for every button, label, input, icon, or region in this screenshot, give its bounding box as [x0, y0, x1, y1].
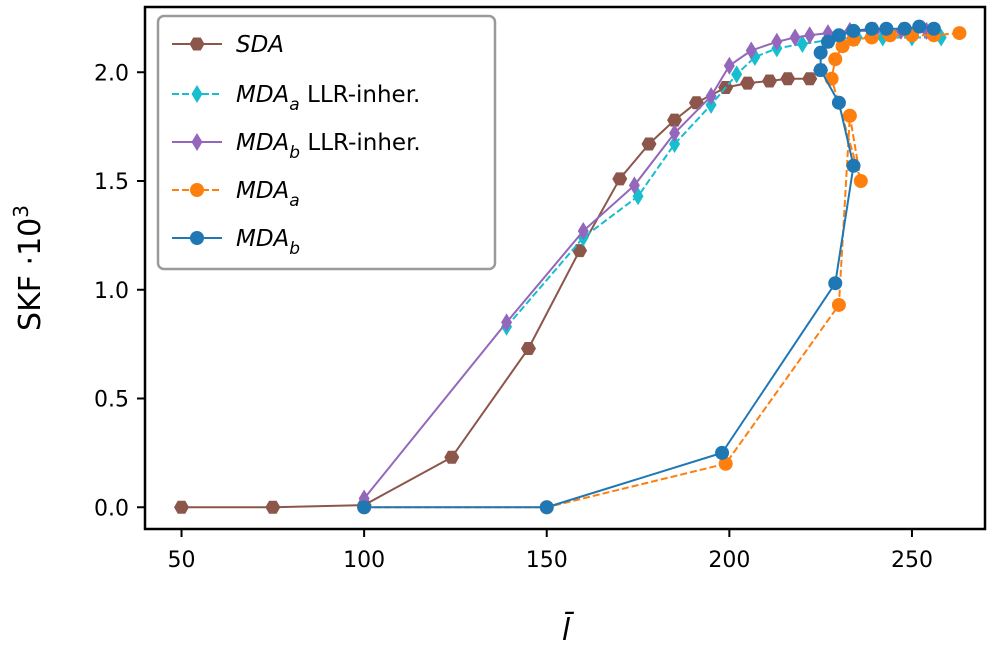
data-point — [501, 313, 513, 332]
data-point — [846, 23, 861, 38]
data-point — [444, 450, 460, 464]
data-point — [952, 26, 967, 41]
data-point — [828, 276, 843, 291]
x-tick-label: 50 — [168, 548, 196, 573]
y-tick-label: 1.5 — [94, 170, 129, 195]
data-point — [853, 174, 868, 188]
legend-label: MDAa — [236, 178, 300, 211]
data-point — [831, 95, 846, 110]
data-point — [731, 65, 743, 84]
data-point — [835, 39, 850, 54]
data-point — [357, 500, 372, 515]
data-point — [926, 21, 941, 36]
legend-label: MDAa LLR-inher. — [236, 82, 420, 115]
data-point — [715, 445, 730, 460]
x-tick-label: 100 — [343, 548, 385, 573]
y-tick-label: 2.0 — [94, 61, 129, 86]
y-tick-label: 0.0 — [94, 496, 129, 521]
data-point — [813, 63, 828, 78]
x-tick-label: 200 — [708, 548, 750, 573]
plot-frame — [143, 5, 987, 531]
data-point — [796, 34, 808, 53]
data-point — [846, 158, 861, 173]
series-layer — [174, 19, 967, 515]
legend: SDA MDAa LLR-inher. MDAb LLR-inher. MDAa MDA… — [156, 14, 497, 271]
legend-entry: MDAb LLR-inher. — [172, 130, 421, 163]
y-axis-label-exponent: 3 — [9, 205, 33, 218]
data-point — [780, 72, 796, 86]
data-point — [740, 76, 756, 90]
legend-entry: MDAa — [172, 178, 300, 211]
series-0 — [174, 63, 829, 514]
data-point — [813, 45, 828, 60]
data-point — [705, 87, 717, 106]
legend-marker — [191, 133, 203, 151]
data-point — [641, 137, 657, 151]
data-point — [628, 176, 640, 195]
data-point — [802, 72, 818, 86]
legend-box — [156, 14, 497, 271]
data-point — [897, 21, 912, 36]
data-point — [520, 341, 536, 355]
data-point — [669, 124, 681, 143]
data-point — [669, 135, 681, 154]
data-point — [745, 41, 757, 60]
data-point — [912, 19, 927, 34]
data-point — [762, 74, 778, 88]
legend-entry: MDAa LLR-inher. — [172, 82, 420, 115]
data-point — [804, 26, 816, 45]
y-tick-label: 1.0 — [94, 279, 129, 304]
data-point — [771, 32, 783, 51]
legend-marker — [190, 231, 204, 245]
legend-marker — [191, 85, 203, 103]
data-point — [831, 28, 846, 43]
data-point — [842, 108, 857, 123]
x-tick-label: 250 — [891, 548, 933, 573]
legend-label: MDAb LLR-inher. — [236, 130, 421, 163]
data-point — [831, 297, 846, 312]
data-point — [864, 21, 879, 36]
data-point — [723, 56, 735, 75]
legend-entry: MDAb — [172, 226, 300, 259]
x-axis-label: l̄ — [562, 612, 575, 648]
data-point — [539, 500, 554, 515]
y-tick-label: 0.5 — [94, 388, 129, 413]
ticks-layer: 50 100 150 200 250 0.0 0.5 1.0 1.5 2.0 — [94, 61, 933, 573]
data-point — [577, 222, 589, 241]
data-point — [265, 500, 281, 514]
series-4 — [357, 19, 941, 515]
legend-label: SDA — [236, 32, 284, 58]
data-point — [718, 456, 733, 471]
data-point — [789, 28, 801, 47]
data-point — [667, 113, 683, 127]
series-line — [363, 29, 927, 500]
x-tick-label: 150 — [526, 548, 568, 573]
y-axis-label-main: SKF ·10 — [13, 218, 48, 331]
data-point — [828, 52, 843, 67]
data-point — [174, 500, 190, 514]
series-line — [181, 69, 822, 509]
data-point — [820, 34, 835, 49]
legend-marker — [190, 183, 204, 197]
legend-label: MDAb — [236, 226, 300, 259]
data-point — [824, 71, 839, 86]
data-point — [612, 172, 628, 186]
legend-entry: SDA — [172, 32, 284, 58]
legend-marker — [189, 37, 205, 51]
y-axis-label: SKF ·103 — [9, 205, 48, 331]
data-point — [879, 21, 894, 36]
